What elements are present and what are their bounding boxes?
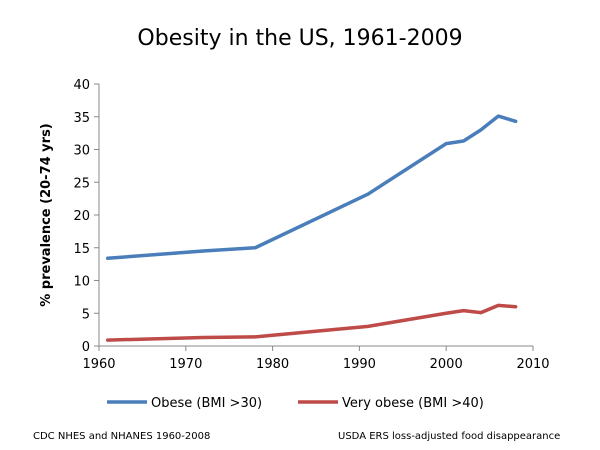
y-axis-label: % prevalence (20-74 yrs) (39, 123, 54, 307)
y-tick-label: 10 (73, 275, 90, 290)
y-tick-label: 5 (82, 307, 90, 322)
x-tick-label: 1970 (169, 357, 202, 372)
y-tick-label: 25 (73, 176, 90, 191)
x-tick-label: 1960 (82, 357, 115, 372)
y-tick-label: 40 (73, 78, 90, 93)
legend-label-2: Very obese (BMI >40) (342, 396, 484, 411)
series-line-1 (105, 114, 518, 260)
y-tick-label: 20 (73, 209, 90, 224)
chart-title: Obesity in the US, 1961-2009 (137, 26, 463, 51)
series-line-2 (105, 303, 518, 342)
y-tick-label: 30 (73, 144, 90, 159)
legend-label-1: Obese (BMI >30) (151, 396, 262, 411)
x-tick-label: 1980 (256, 357, 289, 372)
x-tick-label: 1990 (343, 357, 376, 372)
y-tick-label: 15 (73, 242, 90, 257)
x-tick-label: 2010 (516, 357, 549, 372)
y-tick-label: 0 (82, 340, 90, 355)
y-tick-label: 35 (73, 111, 90, 126)
source-left: CDC NHES and NHANES 1960-2008 (33, 431, 211, 442)
source-right: USDA ERS loss-adjusted food disappearanc… (338, 431, 561, 442)
x-tick-label: 2000 (430, 357, 463, 372)
